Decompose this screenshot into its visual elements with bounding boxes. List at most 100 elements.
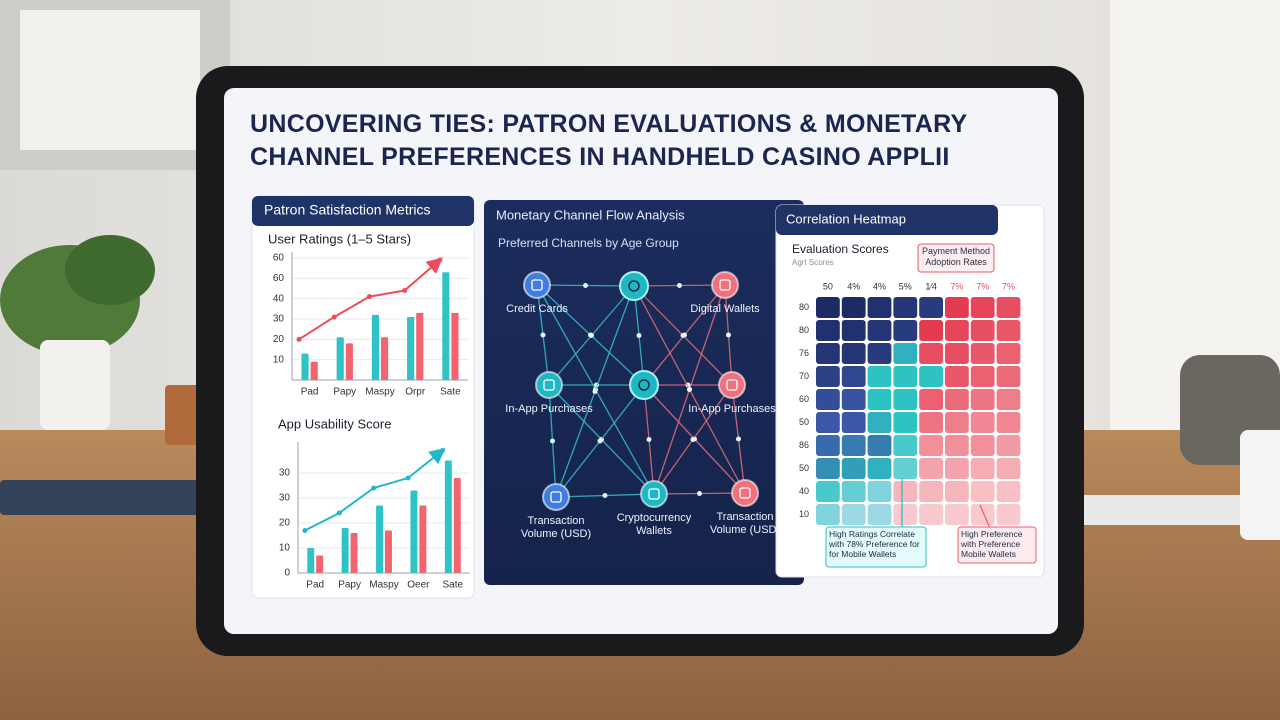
heatmap-cell: [841, 343, 866, 364]
flow-junction: [540, 332, 546, 338]
heatmap-cell: [919, 366, 943, 387]
heatmap-cell: [970, 343, 995, 364]
notebook: [0, 480, 215, 515]
heatmap-cell: [996, 366, 1021, 387]
plant: [0, 235, 215, 445]
hub-node: [629, 370, 659, 400]
channel-node: [535, 371, 563, 399]
bar: [307, 548, 315, 573]
flow-junction: [680, 333, 686, 338]
channel-icon: [550, 491, 562, 503]
channel-node: [523, 271, 551, 299]
channel-label: Transaction Volume (USD): [520, 515, 592, 540]
line-point: [402, 288, 408, 294]
annotation-pointer: [979, 504, 991, 529]
flow-junction: [592, 389, 598, 394]
channel-node: [640, 480, 668, 508]
legend-title-box: Payment Method Adoption Rates: [922, 246, 990, 267]
heatmap-cell: [841, 435, 866, 456]
y-tick-label: 30: [273, 314, 285, 325]
heatmap-cell: [816, 435, 840, 456]
heatmap-cell: [945, 389, 969, 410]
row-label: 80: [799, 325, 809, 335]
y-tick-label: 10: [279, 543, 291, 554]
flow-junction: [602, 493, 608, 498]
heatmap-cell: [893, 481, 918, 502]
channel-label: Digital Wallets: [690, 303, 760, 315]
row-label: 80: [799, 302, 809, 312]
channel-node: [542, 483, 570, 511]
y-tick-label: 30: [279, 468, 291, 479]
row-label: 60: [799, 394, 809, 404]
heatmap-cell: [996, 504, 1021, 525]
line-point: [405, 475, 411, 481]
channel-icon: [531, 279, 543, 291]
panel-header: [776, 205, 998, 235]
heatmap-cell: [945, 458, 969, 479]
annotation: High Preference with Preference Mobile W…: [961, 529, 1023, 559]
bar: [376, 505, 383, 573]
heatmap-cell: [996, 320, 1021, 341]
heatmap-cell: [996, 297, 1021, 318]
notebook: [1075, 495, 1250, 525]
chart-title: User Ratings (1–5 Stars): [268, 231, 411, 246]
x-tick-label: Pad: [306, 580, 324, 591]
heatmap-cell: [893, 458, 918, 479]
heatmap-cell: [970, 504, 995, 525]
x-tick-label: Papy: [333, 387, 356, 398]
heatmap-cell: [841, 458, 866, 479]
row-label: 10: [799, 509, 809, 519]
bar: [310, 361, 318, 380]
annotation: High Ratings Correlate with 78% Preferen…: [829, 529, 920, 559]
bar: [345, 343, 353, 380]
heatmap-cell: [841, 504, 866, 525]
picture-frame: [20, 10, 200, 150]
heatmap-cell: [816, 320, 840, 341]
heatmap-cell: [970, 320, 995, 341]
annotation-box: [825, 526, 927, 568]
heatmap-cell: [970, 435, 995, 456]
channel-label-box: In-App Purchases: [688, 403, 775, 415]
heatmap-cell: [945, 412, 969, 433]
heatmap-cell: [919, 458, 943, 479]
heatmap-cell: [893, 435, 918, 456]
heatmap-cell: [841, 481, 866, 502]
channel-label: Transaction Volume (USD): [709, 511, 781, 536]
flow-junction: [687, 387, 692, 392]
heatmap-cell: [893, 389, 918, 410]
channel-label-box: Transaction Volume (USD): [709, 511, 781, 536]
y-tick-label: 20: [279, 518, 291, 529]
y-tick-label: 20: [273, 334, 285, 345]
heatmap-cell: [867, 297, 892, 318]
heatmap-cell: [919, 343, 943, 364]
channel-label: In-App Purchases: [505, 403, 593, 415]
heatmap-cell: [919, 389, 943, 410]
line-point: [439, 448, 445, 453]
line-point: [371, 485, 377, 491]
column-label: 1⁄4: [925, 281, 937, 291]
column-label: 7%: [976, 281, 989, 291]
flow-junction: [550, 438, 555, 444]
channel-icon: [739, 487, 751, 499]
channel-node: [718, 371, 746, 399]
line-point: [296, 336, 302, 342]
heatmap-cell: [919, 435, 943, 456]
heatmap-cell: [867, 366, 892, 387]
hub-icon: [628, 280, 640, 292]
heatmap-cell: [867, 343, 892, 364]
heatmap-cell: [945, 481, 969, 502]
panel-title: Patron Satisfaction Metrics: [264, 202, 431, 218]
channel-label-box: Digital Wallets: [690, 303, 760, 315]
heatmap-cell: [970, 389, 995, 410]
heatmap-cell: [893, 297, 918, 318]
bar: [444, 460, 452, 573]
flow-junction: [726, 332, 731, 338]
chart-title: App Usability Score: [278, 416, 391, 431]
bar: [350, 533, 358, 573]
heatmap-cell: [867, 504, 892, 525]
channel-label-box: In-App Purchases: [505, 403, 593, 415]
row-label: 76: [799, 348, 809, 358]
flow-junction: [597, 438, 603, 444]
page-title: UNCOVERING TIES: PATRON EVALUATIONS & MO…: [250, 110, 968, 171]
channel-label: Credit Cards: [506, 303, 568, 315]
